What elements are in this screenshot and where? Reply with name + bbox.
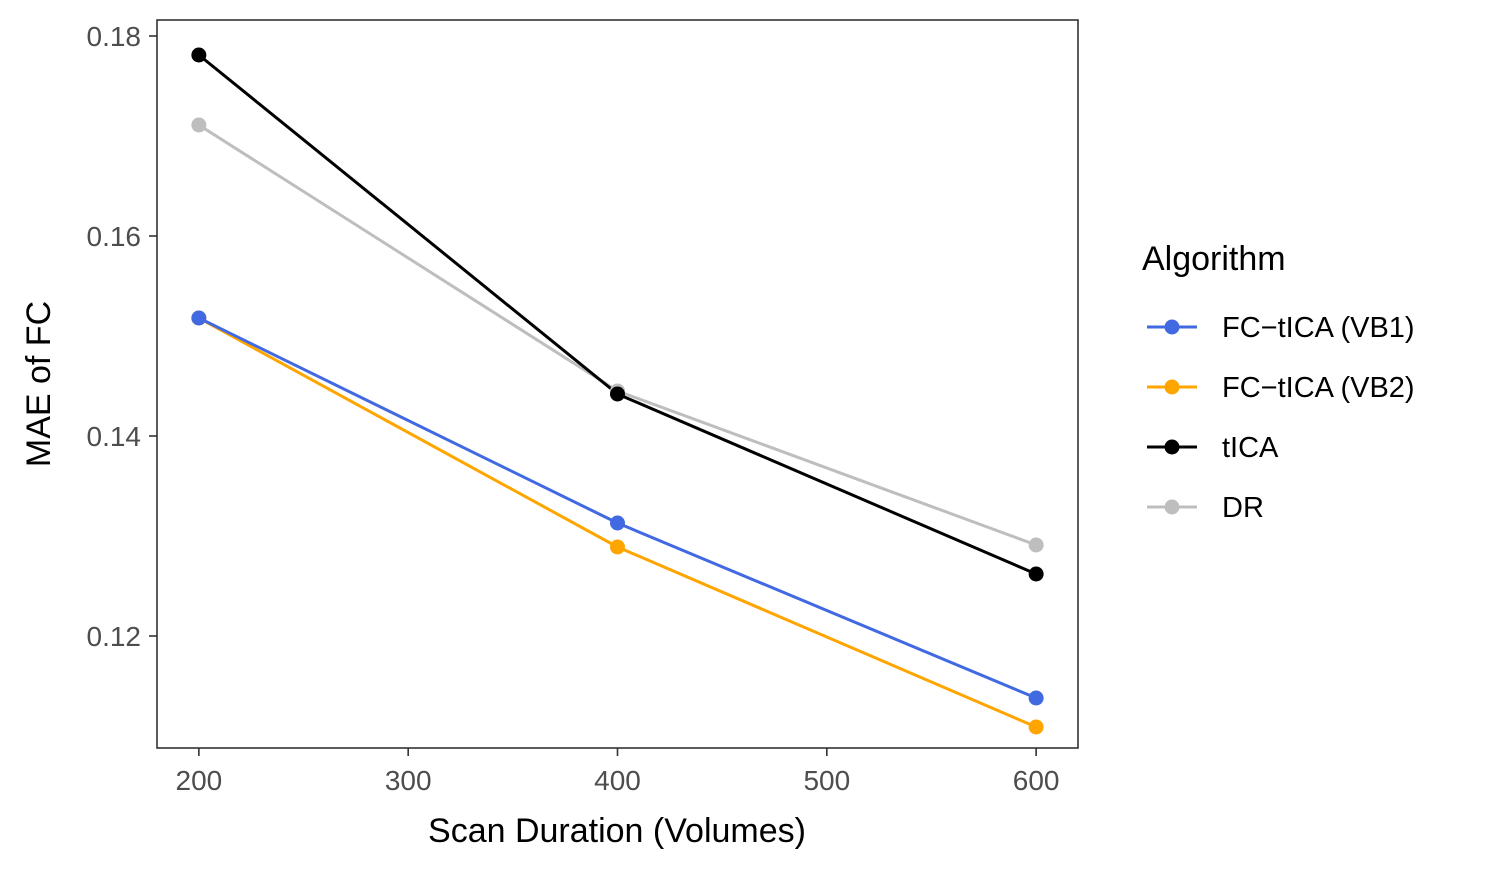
series-layer — [191, 47, 1044, 735]
x-tick-label: 200 — [176, 765, 223, 796]
data-point — [1028, 690, 1044, 706]
data-point — [610, 539, 625, 555]
legend-label: FC−tICA (VB2) — [1222, 372, 1415, 404]
legend: Algorithm FC−tICA (VB1) FC−tICA (VB2) tICA… — [1142, 240, 1415, 524]
data-point — [191, 310, 207, 326]
data-point — [610, 386, 625, 402]
y-tick-label: 0.18 — [87, 21, 142, 52]
data-point — [191, 47, 207, 63]
data-point — [1028, 719, 1044, 735]
data-point — [610, 515, 625, 531]
x-tick-label: 600 — [1013, 765, 1060, 796]
legend-key-point — [1164, 499, 1180, 515]
legend-key-point — [1164, 319, 1180, 335]
y-tick-label: 0.16 — [87, 221, 142, 252]
x-axis: 200 300 400 500 600 — [176, 748, 1060, 796]
x-tick-label: 400 — [594, 765, 641, 796]
y-tick-label: 0.12 — [87, 621, 142, 652]
legend-label: tICA — [1222, 432, 1279, 464]
legend-item: FC−tICA (VB2) — [1147, 372, 1415, 404]
legend-item: FC−tICA (VB1) — [1147, 312, 1415, 344]
legend-item: DR — [1147, 492, 1264, 524]
data-point — [191, 117, 207, 133]
legend-key-point — [1164, 379, 1180, 395]
x-axis-title: Scan Duration (Volumes) — [428, 812, 806, 850]
data-point — [1028, 566, 1044, 582]
y-tick-label: 0.14 — [87, 421, 142, 452]
y-axis-title: MAE of FC — [20, 301, 58, 467]
x-tick-label: 300 — [385, 765, 432, 796]
data-point — [1028, 537, 1044, 553]
legend-key-point — [1164, 439, 1180, 455]
y-axis: 0.12 0.14 0.16 0.18 — [87, 21, 157, 652]
legend-label: FC−tICA (VB1) — [1222, 312, 1415, 344]
x-tick-label: 500 — [803, 765, 850, 796]
legend-title: Algorithm — [1142, 240, 1286, 278]
legend-item: tICA — [1147, 432, 1279, 464]
legend-label: DR — [1222, 492, 1264, 524]
